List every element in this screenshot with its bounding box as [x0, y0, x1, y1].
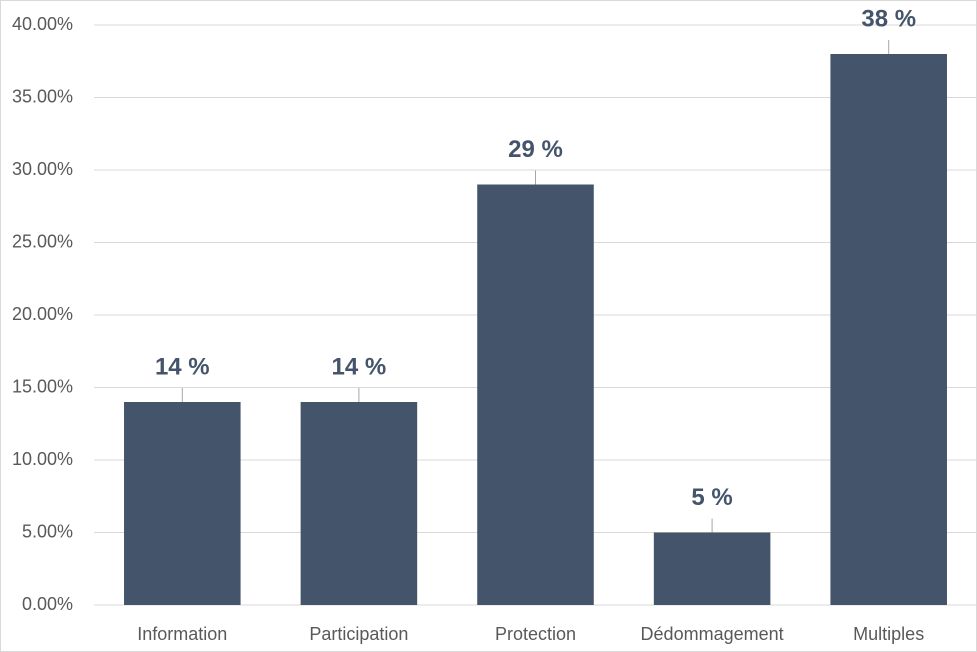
y-tick-label: 15.00%: [12, 376, 73, 396]
value-label: 29 %: [508, 136, 563, 163]
x-tick-label: Protection: [495, 624, 576, 644]
bar: [653, 532, 771, 605]
bar: [300, 402, 418, 605]
y-tick-label: 30.00%: [12, 159, 73, 179]
y-tick-label: 25.00%: [12, 231, 73, 251]
y-tick-label: 0.00%: [22, 594, 73, 614]
bar: [477, 184, 594, 605]
value-label: 5 %: [691, 484, 732, 511]
y-tick-label: 40.00%: [12, 14, 73, 34]
x-tick-label: Information: [137, 624, 227, 644]
value-label: 14 %: [332, 353, 387, 380]
x-tick-label: Dédommagement: [641, 624, 784, 644]
x-tick-label: Multiples: [853, 624, 924, 644]
y-tick-label: 10.00%: [12, 449, 73, 469]
value-label: 38 %: [861, 5, 916, 32]
y-tick-label: 5.00%: [22, 521, 73, 541]
y-tick-label: 20.00%: [12, 304, 73, 324]
value-label: 14 %: [155, 353, 210, 380]
y-tick-label: 35.00%: [12, 86, 73, 106]
bar: [830, 54, 947, 605]
x-tick-label: Participation: [309, 624, 408, 644]
bar: [124, 402, 241, 605]
